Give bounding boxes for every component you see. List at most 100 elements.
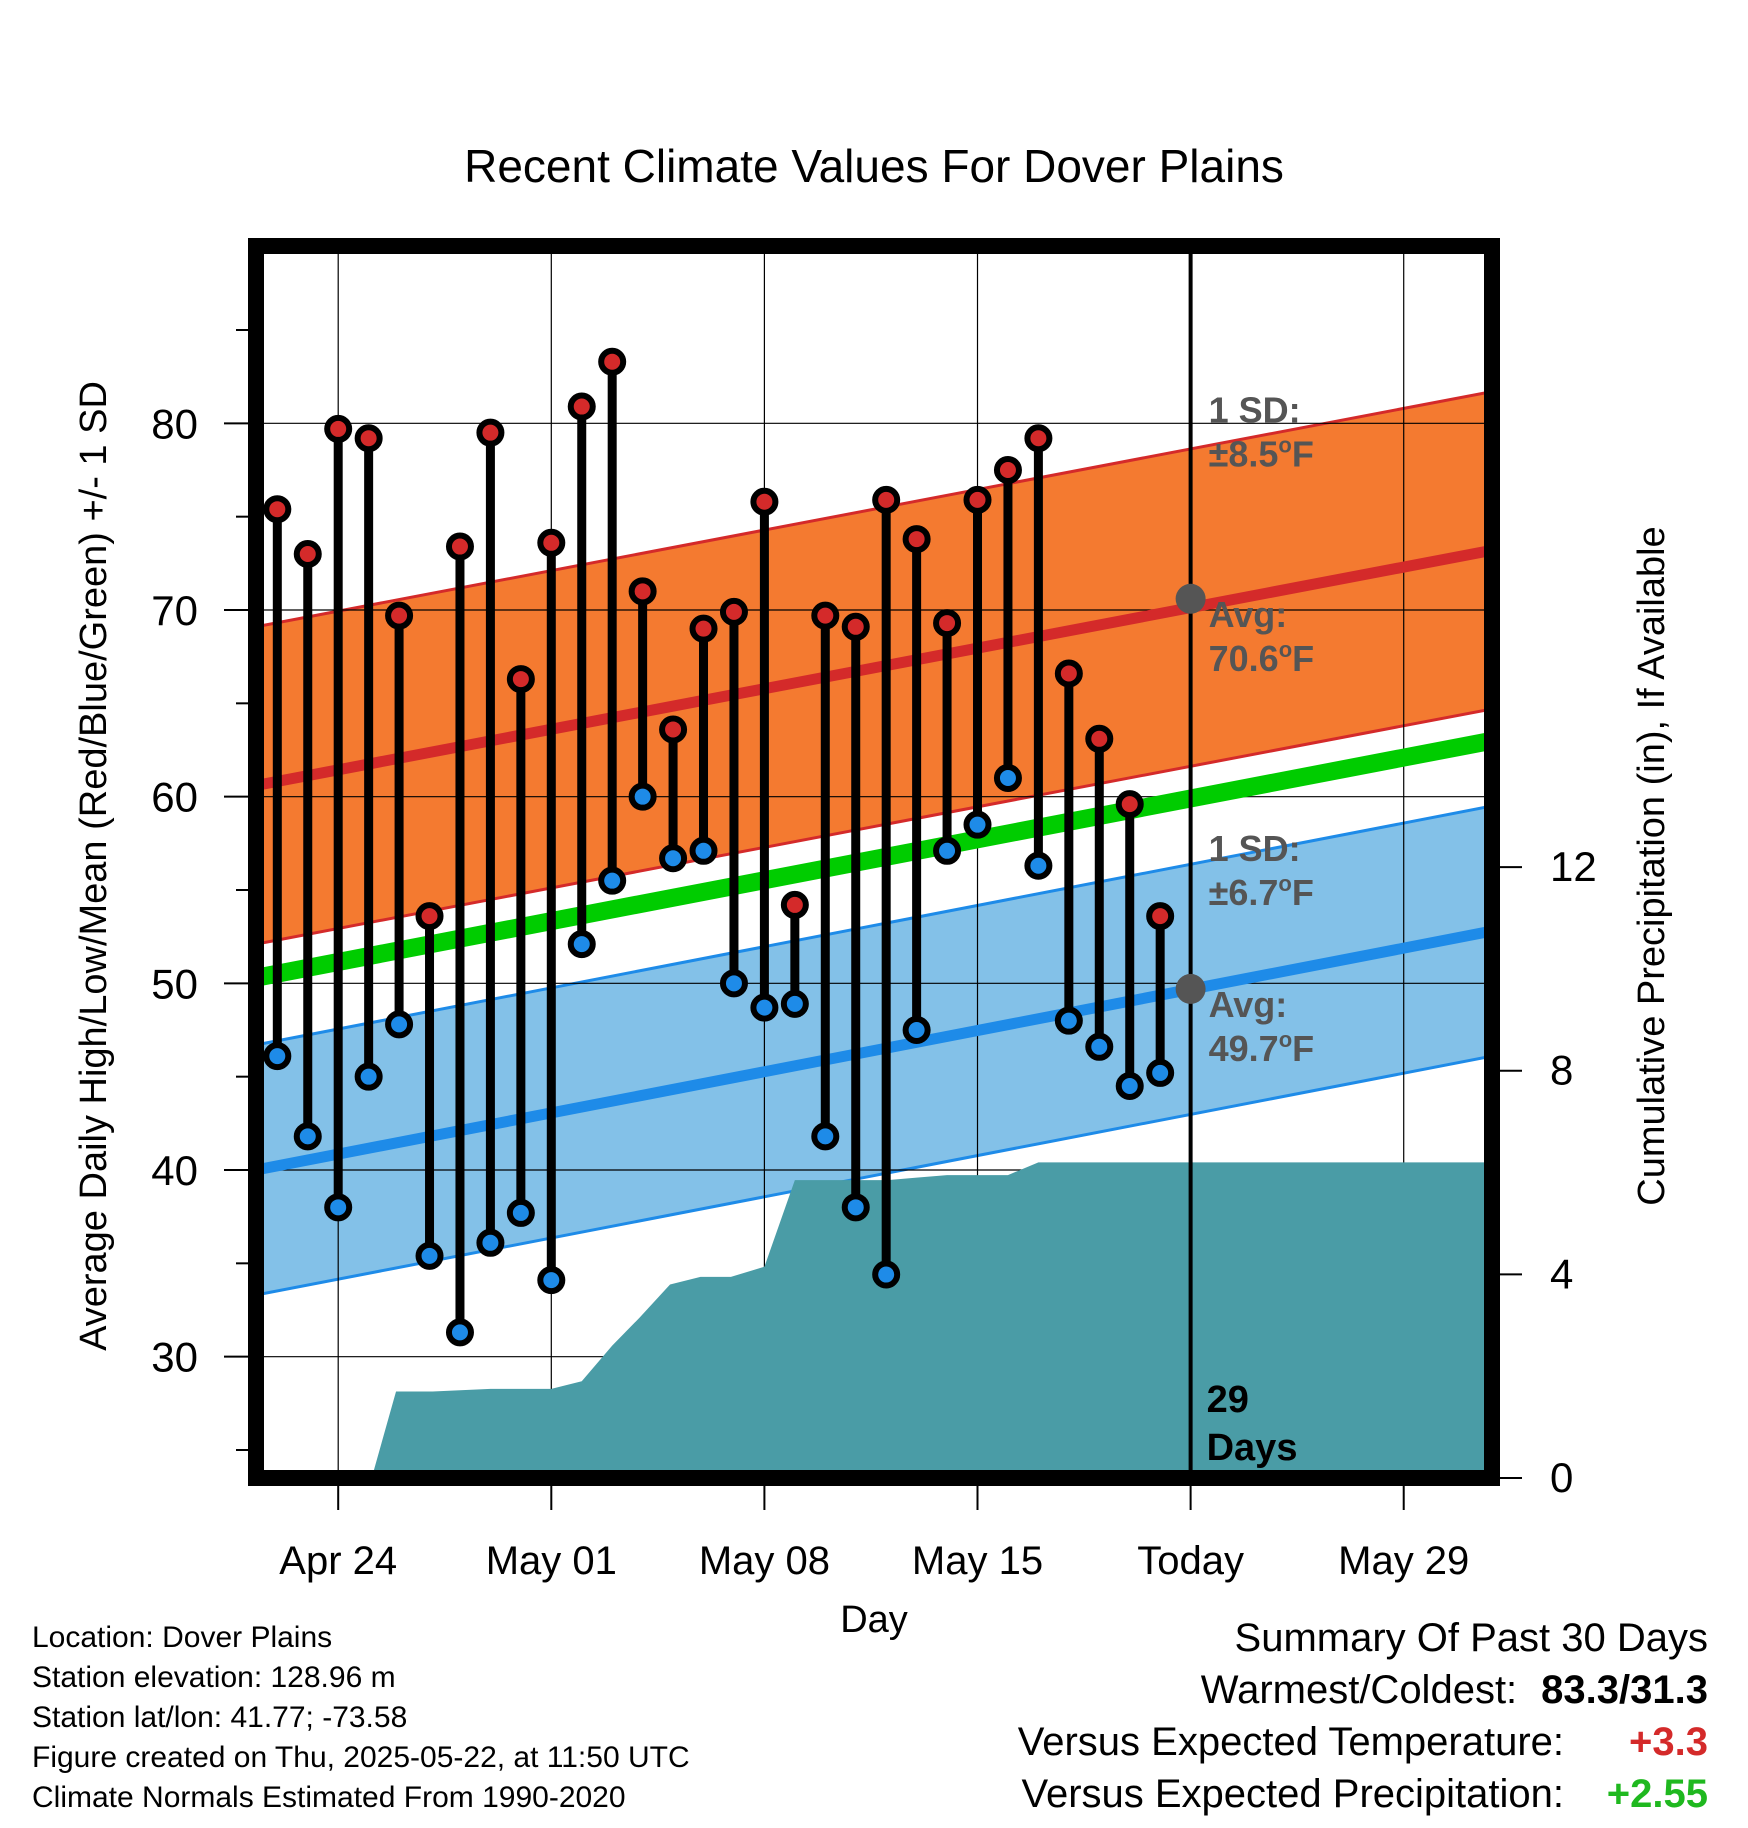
low-point	[1085, 1032, 1114, 1061]
high-point	[354, 424, 383, 453]
warm-cold-value: 83.3/31.3	[1541, 1668, 1708, 1712]
low-point	[1146, 1058, 1175, 1087]
today-avg-low-marker	[1175, 973, 1206, 1004]
annotation-unit-f: F	[1292, 872, 1314, 913]
summary-panel: Summary Of Past 30 Days Warmest/Coldest:…	[1018, 1612, 1708, 1820]
x-tick-label: May 15	[912, 1539, 1043, 1583]
high-point	[750, 487, 779, 516]
high-point	[872, 485, 901, 514]
annotation-unit-o: o	[1278, 432, 1291, 457]
annotation-unit-o: o	[1278, 871, 1291, 896]
high-point	[993, 456, 1022, 484]
summary-warm-cold: Warmest/Coldest: 83.3/31.3	[1018, 1664, 1708, 1716]
annotation-unit-o: o	[1279, 637, 1292, 662]
high-point	[598, 347, 627, 376]
high-point	[263, 495, 292, 524]
low-point	[354, 1062, 383, 1091]
warm-cold-label: Warmest/Coldest:	[1200, 1668, 1518, 1712]
latlon-text: Station lat/lon: 41.77; -73.58	[32, 1701, 408, 1734]
low-point	[506, 1198, 535, 1227]
high-point	[567, 392, 596, 421]
summary-precip: Versus Expected Precipitation: +2.55	[1018, 1768, 1708, 1820]
low-point	[293, 1122, 322, 1151]
y-tick-label: 30	[151, 1334, 198, 1381]
summary-heading: Summary Of Past 30 Days	[1234, 1616, 1708, 1660]
low-point	[324, 1193, 353, 1222]
low-point	[902, 1016, 931, 1044]
chart-title: Recent Climate Values For Dover Plains	[464, 140, 1284, 192]
low-point	[415, 1241, 444, 1270]
low-point	[385, 1010, 414, 1039]
low-point	[537, 1266, 566, 1295]
high-point	[963, 485, 992, 514]
y-tick-label: 70	[151, 587, 198, 634]
high-point	[1146, 902, 1175, 931]
summary-temp: Versus Expected Temperature: +3.3	[1018, 1716, 1708, 1768]
annotation-line2: ±8.5oF	[1209, 432, 1314, 474]
y2-tick-label: 8	[1550, 1047, 1573, 1094]
annotation-unit-f: F	[1292, 1028, 1314, 1069]
station-info: Location: Dover Plains Station elevation…	[32, 1618, 690, 1818]
high-point	[293, 540, 322, 568]
low-point	[689, 836, 718, 865]
low-point	[719, 969, 748, 998]
high-point	[537, 528, 566, 557]
precip-area	[371, 1162, 1492, 1478]
elevation-text: Station elevation: 128.96 m	[32, 1661, 396, 1694]
low-point	[598, 866, 627, 895]
high-point	[1054, 659, 1083, 688]
y2-tick-label: 0	[1550, 1454, 1573, 1501]
x-tick-label: May 01	[486, 1539, 617, 1583]
y-axis-label: Average Daily High/Low/Mean (Red/Blue/Gr…	[73, 381, 115, 1351]
x-tick-label: May 08	[699, 1539, 830, 1583]
low-point	[476, 1228, 505, 1257]
high-point	[902, 525, 931, 554]
y-tick-label: 60	[151, 774, 198, 821]
high-point	[719, 597, 748, 626]
high-point	[506, 665, 535, 694]
low-point	[1115, 1072, 1144, 1100]
annotation-unit-f: F	[1292, 433, 1314, 474]
annotation-line2: 70.6oF	[1209, 637, 1315, 679]
annotation-unit-f: F	[1292, 638, 1314, 679]
plot-frame	[248, 238, 1500, 1486]
y2-tick-label: 12	[1550, 843, 1597, 890]
annotation-line2: ±6.7oF	[1209, 871, 1314, 913]
high-point	[324, 414, 353, 443]
low-point	[933, 836, 962, 865]
low-point	[1054, 1006, 1083, 1035]
y2-tick-label: 4	[1550, 1250, 1573, 1297]
annotation-line2: 49.7oF	[1209, 1027, 1315, 1069]
x-axis-label: Day	[840, 1599, 908, 1641]
today-avg-high-marker	[1175, 583, 1206, 614]
low-point	[872, 1260, 901, 1289]
low-point	[445, 1318, 474, 1347]
x-tick-label: Today	[1137, 1539, 1244, 1583]
high-point	[1024, 424, 1053, 453]
low-point	[628, 782, 657, 811]
low-point	[263, 1042, 292, 1071]
high-point	[659, 715, 688, 744]
high-point	[841, 612, 870, 641]
temp-label: Versus Expected Temperature:	[1017, 1720, 1564, 1764]
low-point	[659, 844, 688, 873]
days-count-label: Days	[1207, 1427, 1298, 1469]
low-point	[811, 1122, 840, 1151]
created-text: Figure created on Thu, 2025-05-22, at 11…	[32, 1741, 690, 1774]
precip-value: +2.55	[1606, 1772, 1708, 1816]
low-point	[750, 993, 779, 1022]
low-point	[567, 930, 596, 959]
x-tick-label: May 29	[1338, 1539, 1469, 1583]
low-point	[993, 764, 1022, 792]
y2-axis-label: Cumulative Precipitation (in), If Availa…	[1631, 526, 1673, 1205]
low-point	[963, 810, 992, 839]
high-point	[445, 532, 474, 561]
annotation-line1: 1 SD:	[1209, 389, 1301, 430]
high-point	[476, 418, 505, 447]
low-point	[1024, 851, 1053, 880]
high-point	[415, 902, 444, 931]
high-point	[811, 601, 840, 630]
days-count-label: 29	[1207, 1379, 1249, 1421]
